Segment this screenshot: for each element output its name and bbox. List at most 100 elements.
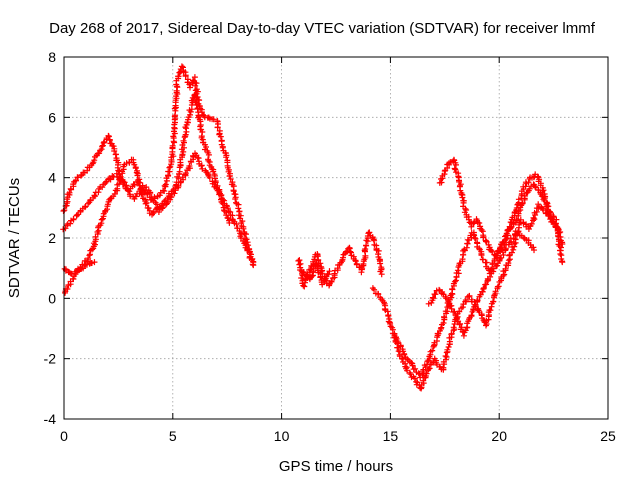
data-point — [472, 235, 479, 242]
data-point — [453, 161, 459, 168]
data-point — [111, 148, 118, 154]
data-point — [506, 223, 513, 230]
data-point — [150, 210, 157, 217]
data-point — [451, 308, 458, 315]
data-point — [314, 262, 320, 269]
data-point — [232, 196, 239, 202]
data-point — [186, 163, 193, 169]
data-point — [217, 133, 224, 140]
data-point — [84, 167, 91, 174]
data-point — [240, 225, 247, 232]
data-point — [67, 220, 74, 227]
data-point — [226, 219, 233, 226]
data-point — [440, 320, 447, 326]
y-tick-label: 0 — [48, 290, 56, 306]
data-point — [199, 165, 206, 172]
series-track-g — [369, 201, 566, 392]
data-point — [230, 188, 237, 195]
data-point — [444, 346, 451, 353]
data-point — [139, 191, 146, 198]
data-point — [223, 212, 230, 219]
data-point — [510, 235, 517, 242]
y-tick-label: -2 — [44, 351, 57, 367]
data-point — [490, 298, 497, 305]
data-point — [404, 355, 411, 362]
data-point — [552, 221, 559, 227]
data-point — [152, 206, 159, 213]
data-point — [205, 171, 212, 178]
data-point — [178, 63, 185, 70]
series-track-a — [60, 63, 257, 269]
data-point — [394, 344, 401, 351]
data-point — [132, 165, 139, 172]
plot-frame — [63, 56, 609, 420]
data-point — [80, 265, 87, 272]
data-point — [296, 261, 303, 268]
data-point — [532, 183, 539, 190]
data-point — [508, 249, 515, 256]
data-point — [375, 291, 382, 298]
data-point — [161, 188, 168, 194]
data-point — [133, 169, 140, 176]
data-points — [60, 63, 566, 392]
data-point — [219, 144, 226, 151]
data-point — [243, 231, 249, 238]
data-point — [166, 164, 173, 171]
data-point — [91, 192, 98, 199]
data-point — [106, 136, 113, 143]
data-point — [325, 271, 332, 278]
data-point — [98, 216, 105, 223]
data-point — [182, 131, 189, 138]
data-point — [448, 330, 455, 337]
y-tick-labels: -4 -2 0 2 4 6 8 — [44, 49, 57, 427]
data-point — [227, 176, 234, 182]
data-point — [391, 330, 398, 337]
data-point — [89, 246, 95, 253]
data-point — [205, 151, 212, 158]
data-point — [99, 142, 106, 149]
data-point — [423, 370, 430, 377]
series-track-i — [436, 156, 566, 266]
data-point — [175, 73, 182, 80]
x-tick-label: 5 — [169, 428, 177, 444]
data-point — [502, 265, 509, 272]
data-point — [377, 260, 384, 267]
x-tick-label: 15 — [383, 428, 399, 444]
data-point — [226, 172, 233, 179]
data-point — [320, 278, 327, 285]
data-point — [243, 236, 250, 243]
data-point — [515, 228, 522, 235]
series-track-c — [62, 91, 233, 296]
data-point — [109, 173, 116, 179]
data-point — [235, 205, 242, 212]
data-point — [426, 365, 433, 372]
data-point — [442, 353, 449, 359]
data-point — [205, 157, 212, 164]
data-point — [466, 293, 473, 300]
data-point — [68, 270, 75, 277]
data-point — [161, 182, 168, 189]
data-point — [95, 189, 102, 196]
data-point — [91, 157, 98, 164]
x-tick-label: 20 — [491, 428, 507, 444]
data-point — [210, 116, 217, 123]
data-point — [371, 286, 378, 293]
data-point — [233, 221, 240, 228]
data-point — [214, 124, 221, 131]
data-point — [72, 177, 79, 184]
data-point — [559, 259, 566, 266]
data-point — [145, 205, 152, 212]
data-point — [440, 364, 447, 371]
data-point — [525, 179, 532, 186]
x-tick-labels: 0 5 10 15 20 25 — [60, 428, 616, 444]
data-point — [69, 275, 76, 282]
data-point — [201, 112, 208, 119]
data-point — [420, 377, 427, 384]
data-point — [452, 166, 459, 173]
data-point — [547, 210, 554, 216]
data-point — [167, 163, 174, 170]
data-point — [96, 150, 103, 157]
data-point — [438, 324, 445, 331]
data-point — [471, 234, 478, 241]
